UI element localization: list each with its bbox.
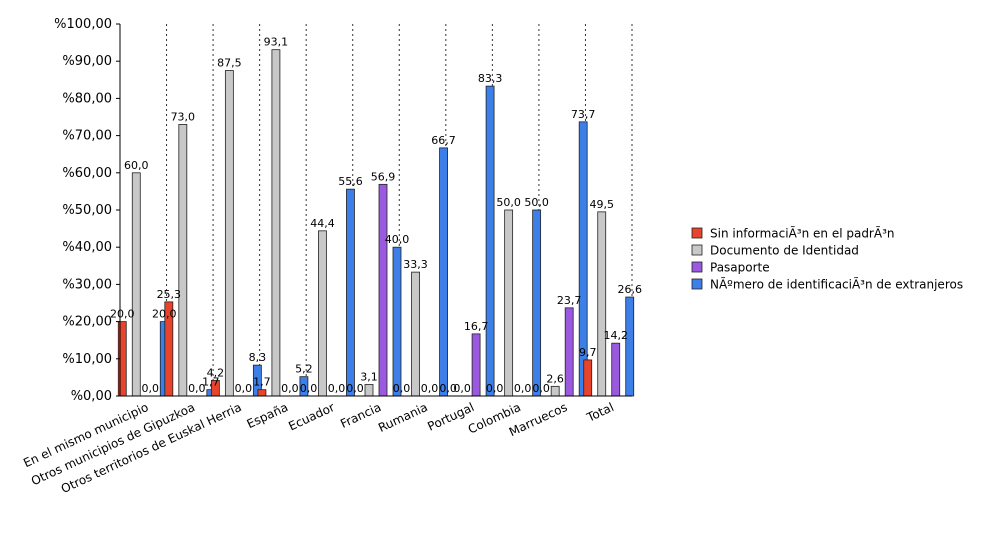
data-label: 0,0 <box>346 382 364 395</box>
data-label: 4,2 <box>207 366 225 379</box>
y-tick-label: %80,00 <box>62 91 112 106</box>
data-label: 26,6 <box>617 283 642 296</box>
legend-label: Documento de Identidad <box>710 244 859 258</box>
category-label: Total <box>584 400 616 425</box>
bar <box>131 172 141 397</box>
bar <box>364 384 374 397</box>
bar <box>271 49 281 397</box>
data-labels: 20,060,00,020,025,373,00,01,74,287,50,08… <box>110 36 642 395</box>
y-tick-label: %0,00 <box>71 389 112 404</box>
y-tick-label: %100,00 <box>54 17 112 32</box>
data-label: 0,0 <box>486 382 504 395</box>
y-tick-label: %60,00 <box>62 166 112 181</box>
data-label: 0,0 <box>532 382 550 395</box>
bars <box>117 49 635 397</box>
category-label: Rumania <box>376 400 430 435</box>
y-tick-label: %40,00 <box>62 240 112 255</box>
category-label: España <box>245 400 291 431</box>
data-label: 20,0 <box>152 308 177 321</box>
data-label: 93,1 <box>264 36 289 49</box>
legend-label: NÃºmero de identificaciÃ³n de extranjero… <box>710 277 963 292</box>
data-label: 0,0 <box>439 382 457 395</box>
bar <box>485 85 495 397</box>
bar <box>597 211 607 397</box>
bar <box>318 230 327 397</box>
legend-label: Pasaporte <box>710 261 770 275</box>
data-label: 3,1 <box>360 370 378 383</box>
data-label: 2,6 <box>546 372 564 385</box>
data-label: 23,7 <box>557 294 582 307</box>
category-label: Francia <box>338 400 383 431</box>
data-label: 5,2 <box>295 363 313 376</box>
data-label: 0,0 <box>421 382 439 395</box>
data-label: 66,7 <box>431 134 456 147</box>
data-label: 14,2 <box>603 329 628 342</box>
bar <box>611 342 621 397</box>
legend-swatch <box>691 261 703 273</box>
bar <box>178 124 188 397</box>
bar <box>504 209 514 397</box>
data-label: 73,7 <box>571 108 596 121</box>
data-label: 0,0 <box>453 382 471 395</box>
y-tick-label: %20,00 <box>62 315 112 330</box>
data-label: 50,0 <box>524 196 549 209</box>
legend-label: Sin informaciÃ³n en el padrÃ³n <box>710 226 895 241</box>
data-label: 1,7 <box>202 376 220 389</box>
data-label: 1,7 <box>253 376 271 389</box>
bar <box>411 271 420 397</box>
bar <box>392 246 402 397</box>
data-label: 44,4 <box>310 217 335 230</box>
data-label: 49,5 <box>589 198 614 211</box>
bar <box>346 188 355 397</box>
bar <box>439 147 448 397</box>
data-label: 55,6 <box>338 175 363 188</box>
data-label: 0,0 <box>281 382 299 395</box>
data-label: 0,0 <box>188 382 206 395</box>
data-label: 73,0 <box>171 110 196 123</box>
bar <box>378 183 388 397</box>
y-tick-label: %90,00 <box>62 54 112 69</box>
legend: Sin informaciÃ³n en el padrÃ³n Documento … <box>691 226 963 292</box>
bar <box>583 359 593 397</box>
data-label: 33,3 <box>403 258 428 271</box>
category-label: Ecuador <box>286 400 336 433</box>
legend-swatch <box>691 244 703 256</box>
data-label: 87,5 <box>217 57 242 70</box>
bar <box>564 307 574 397</box>
data-label: 60,0 <box>124 159 149 172</box>
data-label: 56,9 <box>371 170 396 183</box>
data-label: 0,0 <box>514 382 532 395</box>
data-label: 50,0 <box>496 196 521 209</box>
data-label: 16,7 <box>464 320 489 333</box>
data-label: 20,0 <box>110 308 135 321</box>
bar <box>550 385 560 397</box>
bar <box>224 70 234 397</box>
data-label: 25,3 <box>157 288 182 301</box>
legend-swatch <box>691 278 703 290</box>
bar <box>471 333 481 397</box>
y-tick-label: %50,00 <box>62 203 112 218</box>
bar <box>532 209 542 397</box>
data-label: 0,0 <box>235 382 253 395</box>
axes <box>116 23 632 397</box>
data-label: 0,0 <box>328 382 346 395</box>
data-label: 8,3 <box>249 351 267 364</box>
data-label: 40,0 <box>385 233 410 246</box>
data-label: 0,0 <box>142 382 160 395</box>
legend-swatch <box>691 227 703 239</box>
bar <box>257 389 267 397</box>
data-label: 0,0 <box>393 382 411 395</box>
data-label: 9,7 <box>579 346 597 359</box>
y-tick-label: %10,00 <box>62 352 112 367</box>
data-label: 83,3 <box>478 72 503 85</box>
y-tick-label: %70,00 <box>62 129 112 144</box>
y-tick-label: %30,00 <box>62 277 112 292</box>
data-label: 0,0 <box>300 382 318 395</box>
y-tick-labels: %0,00 %10,00 %20,00 %30,00 %40,00 %50,00 %60,0… <box>54 17 112 404</box>
bar <box>625 296 635 397</box>
